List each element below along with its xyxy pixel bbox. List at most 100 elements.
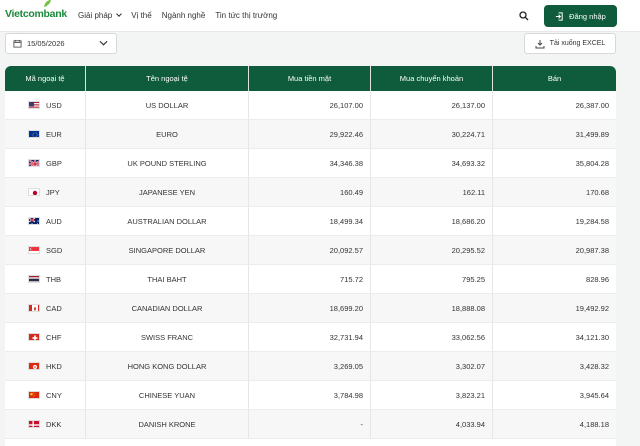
sell-rate: 26,387.00: [493, 91, 616, 119]
dk-flag-icon: [28, 420, 40, 428]
currency-code-cell: GBP: [5, 149, 86, 177]
currency-code: CAD: [46, 304, 62, 313]
currency-code-cell: USD: [5, 91, 86, 119]
date-picker[interactable]: 15/05/2026: [5, 33, 117, 54]
currency-code-cell: SGD: [5, 236, 86, 264]
currency-code-cell: CNY: [5, 381, 86, 409]
currency-code: HKD: [46, 362, 62, 371]
nav-item-tin-tuc[interactable]: Tin tức thị trường: [215, 11, 277, 20]
sell-rate: 31,499.89: [493, 120, 616, 148]
currency-code: GBP: [46, 159, 62, 168]
nav-item-nganh-nghe[interactable]: Ngành nghề: [162, 11, 206, 20]
currency-code-cell: EUR: [5, 120, 86, 148]
transfer-buy-rate: 20,295.52: [371, 236, 493, 264]
currency-code: SGD: [46, 246, 62, 255]
currency-code: JPY: [46, 188, 60, 197]
transfer-buy-rate: 162.11: [371, 178, 493, 206]
currency-name: THAI BAHT: [86, 265, 249, 293]
hk-flag-icon: [28, 362, 40, 370]
sell-rate: 34,121.30: [493, 323, 616, 351]
currency-name: AUSTRALIAN DOLLAR: [86, 207, 249, 235]
column-header-sell[interactable]: Bán: [493, 66, 616, 91]
exchange-rate-table: Mã ngoại tệ Tên ngoại tệ Mua tiền mặt Mu…: [5, 66, 616, 446]
currency-code: CHF: [46, 333, 61, 342]
cash-buy-rate: 3,269.05: [249, 352, 371, 380]
cash-buy-rate: 715.72: [249, 265, 371, 293]
currency-code-cell: JPY: [5, 178, 86, 206]
currency-name: UK POUND STERLING: [86, 149, 249, 177]
vietcombank-logo[interactable]: Vietcombank: [5, 8, 67, 20]
cash-buy-rate: 29,922.46: [249, 120, 371, 148]
sell-rate: 170.68: [493, 178, 616, 206]
cash-buy-rate: 160.49: [249, 178, 371, 206]
currency-code-cell: AUD: [5, 207, 86, 235]
cash-buy-rate: 3,784.98: [249, 381, 371, 409]
currency-name: US DOLLAR: [86, 91, 249, 119]
currency-name: HONG KONG DOLLAR: [86, 352, 249, 380]
sell-rate: 20,987.38: [493, 236, 616, 264]
search-button[interactable]: [514, 6, 534, 26]
download-icon: [535, 39, 545, 49]
th-flag-icon: [28, 275, 40, 283]
login-button[interactable]: Đăng nhập: [544, 5, 617, 27]
sell-rate: 19,492.92: [493, 294, 616, 322]
sg-flag-icon: [28, 246, 40, 254]
currency-code: CNY: [46, 391, 62, 400]
sell-rate: 35,804.28: [493, 149, 616, 177]
column-header-cash-buy[interactable]: Mua tiền mặt: [249, 66, 371, 91]
logo-leaf-icon: [43, 0, 52, 8]
transfer-buy-rate: 795.25: [371, 265, 493, 293]
us-flag-icon: [28, 101, 40, 109]
sell-rate: 3,945.64: [493, 381, 616, 409]
chevron-down-icon: [99, 40, 108, 47]
currency-name: EURO: [86, 120, 249, 148]
currency-code-cell: HKD: [5, 352, 86, 380]
currency-code-cell: CAD: [5, 294, 86, 322]
sell-rate: 3,428.32: [493, 352, 616, 380]
currency-name: DANISH KRONE: [86, 410, 249, 438]
currency-name: SINGAPORE DOLLAR: [86, 236, 249, 264]
ca-flag-icon: [28, 304, 40, 312]
table-header: Mã ngoại tệ Tên ngoại tệ Mua tiền mặt Mu…: [5, 66, 616, 91]
cash-buy-rate: 18,699.20: [249, 294, 371, 322]
transfer-buy-rate: 33,062.56: [371, 323, 493, 351]
download-excel-label: Tải xuống EXCEL: [550, 40, 606, 47]
au-flag-icon: [28, 217, 40, 225]
currency-code-cell: THB: [5, 265, 86, 293]
cash-buy-rate: -: [249, 410, 371, 438]
sell-rate: 19,284.58: [493, 207, 616, 235]
column-header-code[interactable]: Mã ngoại tệ: [5, 66, 86, 91]
cash-buy-rate: 20,092.57: [249, 236, 371, 264]
download-excel-button[interactable]: Tải xuống EXCEL: [524, 33, 616, 54]
currency-code: DKK: [46, 420, 61, 429]
currency-code-cell: DKK: [5, 410, 86, 438]
cn-flag-icon: [28, 391, 40, 399]
uk-flag-icon: [28, 159, 40, 167]
search-icon: [519, 11, 529, 21]
column-header-name[interactable]: Tên ngoại tệ: [86, 66, 249, 91]
jp-flag-icon: [28, 188, 40, 196]
ch-flag-icon: [28, 333, 40, 341]
currency-code: EUR: [46, 130, 62, 139]
currency-code-cell: CHF: [5, 323, 86, 351]
sell-rate: 828.96: [493, 265, 616, 293]
cash-buy-rate: 32,731.94: [249, 323, 371, 351]
currency-code: THB: [46, 275, 61, 284]
cash-buy-rate: 18,499.34: [249, 207, 371, 235]
nav-item-giai-phap[interactable]: Giải pháp: [78, 11, 121, 20]
currency-code: AUD: [46, 217, 62, 226]
transfer-buy-rate: 34,693.32: [371, 149, 493, 177]
nav-item-vi-the[interactable]: Vị thế: [131, 11, 151, 20]
currency-code: USD: [46, 101, 62, 110]
column-header-transfer-buy[interactable]: Mua chuyển khoản: [371, 66, 493, 91]
